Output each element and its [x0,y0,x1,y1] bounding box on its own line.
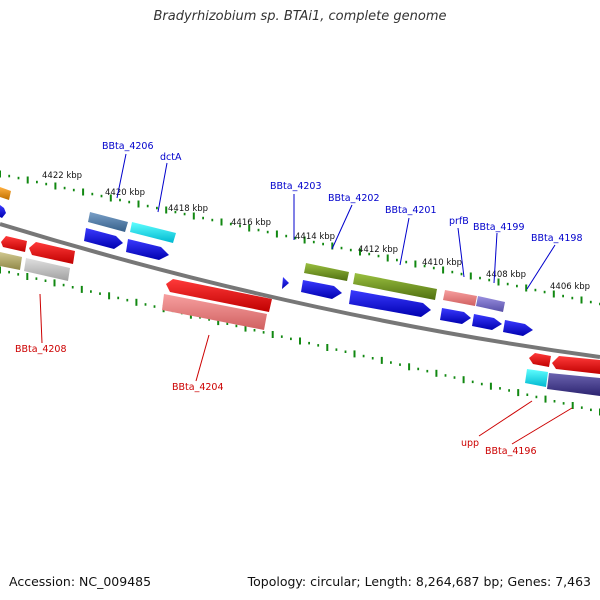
reverse-leader-lines [39,293,573,445]
cds-forward[interactable] [282,277,289,289]
inner-feature-row [0,252,600,396]
cds-forward[interactable] [84,228,123,249]
outer-tick-row [0,170,600,306]
gene-label[interactable]: BBta_4199 [473,222,525,233]
gene-label[interactable]: BBta_4198 [531,233,583,244]
outer-feature-row [0,187,505,312]
reverse-cds-row [1,236,600,374]
feature-silver[interactable] [24,258,70,281]
kbp-label: 4408 kbp [486,270,526,280]
cds-forward[interactable] [349,290,431,317]
forward-gene-labels: BBta_4206 dctA BBta_4203 BBta_4202 BBta_… [102,141,583,244]
feature-navy[interactable] [547,373,600,396]
feature-lavender[interactable] [476,296,505,312]
feature-pink[interactable] [443,290,477,306]
gene-label[interactable]: BBta_4208 [15,344,67,355]
cds-forward[interactable] [0,205,6,218]
forward-cds-row [0,205,533,336]
cds-forward[interactable] [472,314,502,330]
feature-sky-blue[interactable] [525,369,548,387]
cds-reverse[interactable] [529,353,551,367]
gene-label[interactable]: BBta_4202 [328,193,380,204]
inner-tick-row [0,266,600,416]
forward-leader-lines [116,153,556,290]
gene-label[interactable]: upp [461,438,479,449]
genome-backbone [0,222,600,359]
feature-khaki[interactable] [0,252,22,270]
kbp-label: 4412 kbp [358,245,398,255]
feature-cyan[interactable] [130,222,176,243]
cds-reverse[interactable] [29,242,75,264]
cds-forward[interactable] [440,308,471,324]
kbp-label: 4416 kbp [231,218,271,228]
cds-reverse[interactable] [1,236,27,252]
gene-label[interactable]: prfB [449,216,469,227]
gene-label[interactable]: BBta_4201 [385,205,437,216]
gene-label[interactable]: BBta_4206 [102,141,154,152]
genome-stats-text: Topology: circular; Length: 8,264,687 bp… [247,574,591,589]
kbp-label: 4410 kbp [422,258,462,268]
gene-label[interactable]: BBta_4204 [172,382,224,393]
kbp-label: 4406 kbp [550,282,590,292]
feature-olive[interactable] [353,273,437,300]
gene-label[interactable]: BBta_4203 [270,181,322,192]
cds-reverse[interactable] [166,279,272,312]
kbp-label: 4414 kbp [295,232,335,242]
feature-pink[interactable] [162,294,267,330]
kbp-labels: 4422 kbp 4420 kbp 4418 kbp 4416 kbp 4414… [42,171,590,292]
kbp-label: 4422 kbp [42,171,82,181]
feature-orange[interactable] [0,187,11,200]
cds-reverse[interactable] [552,356,600,374]
kbp-label: 4418 kbp [168,204,208,214]
accession-text: Accession: NC_009485 [9,574,152,589]
reverse-gene-labels: BBta_4208 BBta_4204 upp BBta_4196 [15,344,537,457]
feature-steel-blue[interactable] [88,212,128,232]
feature-olive[interactable] [304,263,349,281]
kbp-label: 4420 kbp [105,188,145,198]
cds-forward[interactable] [503,320,533,336]
cds-forward[interactable] [126,239,169,260]
cds-forward[interactable] [301,280,342,299]
genome-title: Bradyrhizobium sp. BTAi1, complete genom… [153,9,447,24]
gene-label[interactable]: dctA [160,152,182,163]
gene-label[interactable]: BBta_4196 [485,446,537,457]
